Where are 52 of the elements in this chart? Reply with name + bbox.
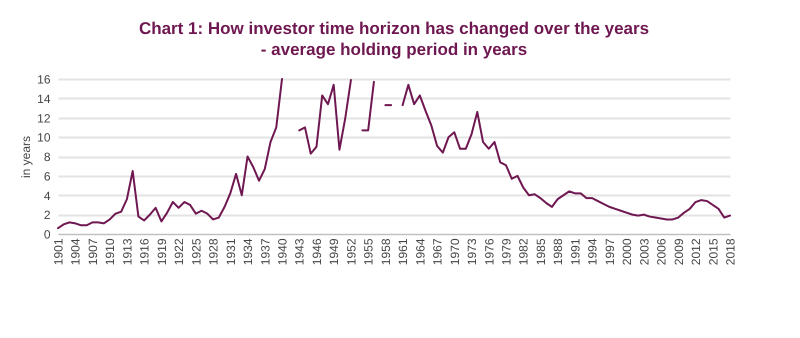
x-tick-label: 1940 <box>276 238 290 266</box>
x-tick-label: 1967 <box>430 238 445 266</box>
x-tick-label: 1976 <box>482 238 496 266</box>
y-tick-label: 8 <box>44 150 51 164</box>
x-tick-label: 2015 <box>706 238 720 266</box>
chart-subtitle: - average holding period in years <box>260 40 528 59</box>
x-tick-label: 1952 <box>344 238 358 266</box>
x-tick-label: 1958 <box>378 238 393 266</box>
y-tick-label: 0 <box>44 228 51 242</box>
chart-title: Chart 1: How investor time horizon has changed over the years <box>138 19 650 38</box>
x-tick-label: 1988 <box>551 238 566 266</box>
x-tick-label: 1979 <box>500 238 514 266</box>
y-tick-label: 2 <box>44 208 51 222</box>
x-tick-label: 2006 <box>654 238 669 266</box>
x-tick-label: 1955 <box>362 238 376 266</box>
y-tick-label: 12 <box>37 111 51 126</box>
x-tick-label: 1991 <box>568 238 582 266</box>
x-tick-label: 1916 <box>138 238 152 266</box>
x-tick-label: 2009 <box>672 238 686 266</box>
x-tick-label: 2018 <box>724 238 738 266</box>
y-tick-label: 14 <box>37 92 51 106</box>
x-tick-label: 1961 <box>396 238 410 266</box>
x-tick-label: 1943 <box>292 238 307 266</box>
x-tick-label: 1994 <box>586 238 600 266</box>
x-tick-label: 1922 <box>172 238 186 266</box>
y-tick-label: 6 <box>44 169 51 184</box>
x-tick-label: 1928 <box>206 238 221 266</box>
y-tick-label: 10 <box>37 130 51 145</box>
x-tick-label: 1946 <box>310 238 324 266</box>
x-tick-label: 1913 <box>120 238 134 266</box>
x-tick-label: 2012 <box>689 238 704 266</box>
x-tick-label: 1925 <box>189 238 204 266</box>
y-tick-label: 4 <box>44 188 51 203</box>
y-tick-label: 16 <box>37 72 51 86</box>
x-tick-label: 1937 <box>258 238 272 266</box>
x-tick-label: 1997 <box>602 238 617 266</box>
x-tick-label: 1910 <box>103 238 118 266</box>
x-tick-label: 1901 <box>52 238 66 266</box>
x-tick-label: 2003 <box>637 238 652 266</box>
x-tick-label: 2000 <box>620 238 634 266</box>
x-tick-label: 1934 <box>241 238 256 266</box>
x-tick-label: 1985 <box>534 238 548 266</box>
x-tick-label: 1904 <box>68 238 83 266</box>
x-tick-label: 1970 <box>448 238 462 266</box>
x-tick-label: 1907 <box>86 238 100 266</box>
x-tick-label: 1982 <box>516 238 531 266</box>
x-tick-label: 1919 <box>154 238 169 266</box>
x-tick-label: 1931 <box>224 238 238 266</box>
y-axis-title: in years <box>19 136 34 178</box>
x-tick-label: 1949 <box>327 238 342 266</box>
x-tick-label: 1973 <box>465 238 480 266</box>
x-tick-label: 1964 <box>413 238 428 266</box>
